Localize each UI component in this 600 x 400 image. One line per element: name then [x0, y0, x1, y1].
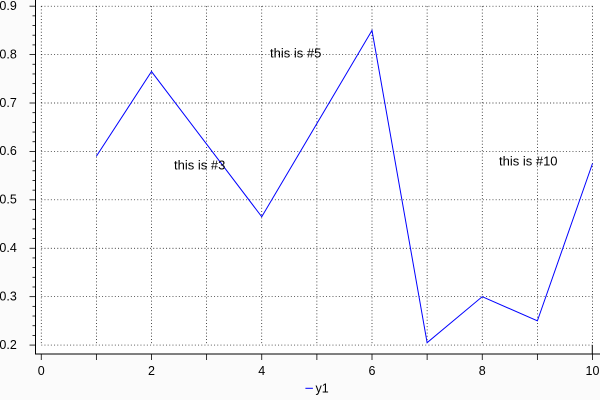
svg-text:this is #3: this is #3: [174, 158, 225, 173]
svg-text:0.9: 0.9: [0, 0, 17, 13]
svg-text:2: 2: [148, 364, 155, 378]
svg-text:6: 6: [369, 364, 376, 378]
svg-text:this is #5: this is #5: [270, 46, 321, 61]
svg-text:8: 8: [479, 364, 486, 378]
svg-text:0.3: 0.3: [0, 289, 17, 303]
svg-text:this is #10: this is #10: [499, 154, 558, 169]
svg-text:0.7: 0.7: [0, 96, 17, 110]
svg-text:0.2: 0.2: [0, 338, 17, 352]
svg-text:0.5: 0.5: [0, 193, 17, 207]
svg-text:y1: y1: [316, 382, 329, 396]
svg-text:4: 4: [258, 364, 265, 378]
svg-text:0.6: 0.6: [0, 144, 17, 158]
svg-text:10: 10: [586, 364, 600, 378]
svg-text:0: 0: [38, 364, 45, 378]
svg-text:0.8: 0.8: [0, 47, 17, 61]
svg-text:0.4: 0.4: [0, 241, 17, 255]
